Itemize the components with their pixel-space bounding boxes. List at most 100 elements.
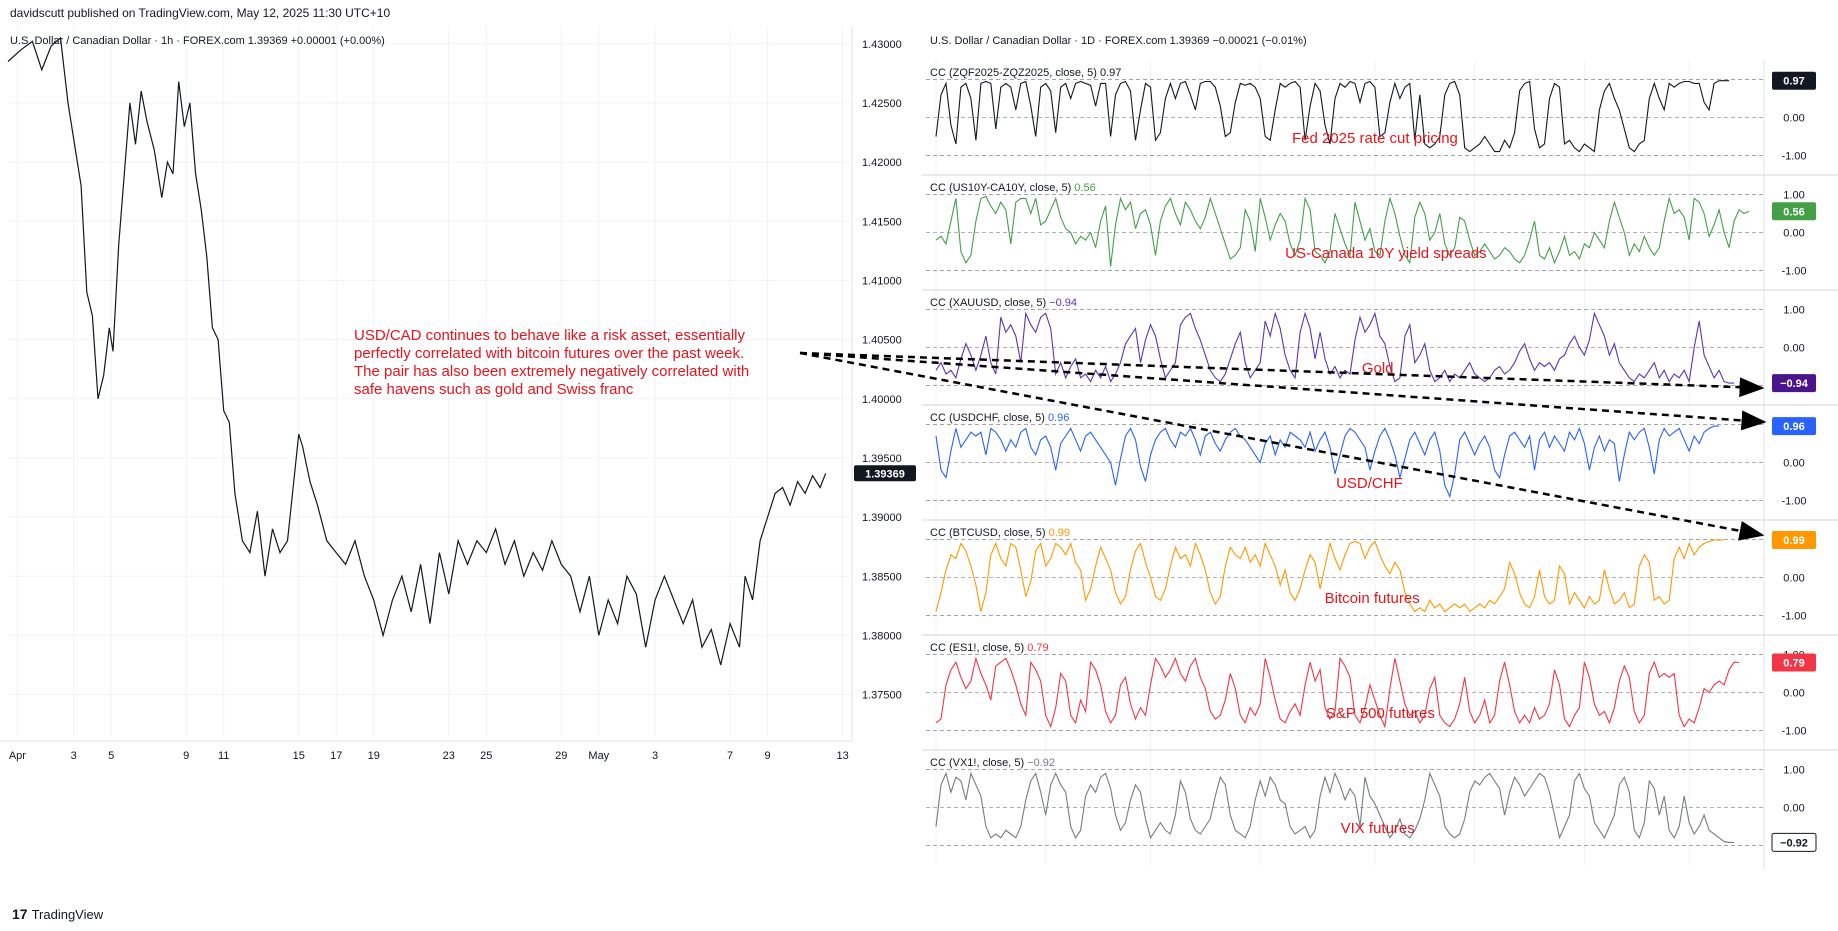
x-tick-label: 15 <box>293 750 305 762</box>
last-value-label: −0.94 <box>1780 378 1809 390</box>
last-value-label: −0.92 <box>1780 837 1808 849</box>
x-tick-label: 5 <box>108 750 114 762</box>
pane-y-tick: 0.00 <box>1783 573 1804 585</box>
pane-legend: CC (VX1!, close, 5) −0.92 <box>930 757 1055 769</box>
pane-y-tick: 0.00 <box>1783 803 1804 815</box>
y-tick-label: 1.38500 <box>862 571 902 583</box>
pane-legend: CC (US10Y-CA10Y, close, 5) 0.56 <box>930 182 1096 194</box>
last-value-badge <box>1772 202 1816 221</box>
last-value-label: 0.97 <box>1783 76 1804 88</box>
pane-legend: CC (USDCHF, close, 5) 0.96 <box>930 412 1069 424</box>
correlation-pane: 0.00 -1.00 CC (ZQF2025-ZQZ2025, close, 5) … <box>926 67 1816 162</box>
usdcad-daily-correlation-chart[interactable]: U.S. Dollar / Canadian Dollar · 1D · FOR… <box>922 26 1838 887</box>
tradingview-logo[interactable]: 17 TradingView <box>12 906 103 922</box>
usdcad-hourly-svg: 1.43000 1.42500 1.42000 1.41500 1.41000 1.405… <box>0 26 916 762</box>
pane-y-tick: 0.00 <box>1783 113 1804 125</box>
x-tick-label: 9 <box>183 750 189 762</box>
x-tick-label: 11 <box>218 750 229 762</box>
last-value-badge <box>1772 71 1816 90</box>
pane-annotation-label: Fed 2025 rate cut pricing <box>1292 130 1458 147</box>
last-value-label: 0.96 <box>1783 421 1804 433</box>
pane-legend-name: CC (VX1!, close, 5) <box>930 757 1027 769</box>
pane-y-tick: 0.00 <box>1783 688 1804 700</box>
pane-legend-name: CC (USDCHF, close, 5) <box>930 412 1048 424</box>
pane-legend-value: 0.97 <box>1100 67 1121 79</box>
pane-annotation-label: Bitcoin futures <box>1325 590 1420 607</box>
last-value-badge <box>1771 832 1817 852</box>
pane-legend-value: 0.56 <box>1074 182 1095 194</box>
pane-y-tick: -1.00 <box>1781 265 1806 277</box>
correlation-line <box>935 195 1750 267</box>
last-value-badge <box>1772 374 1816 393</box>
chart-title: U.S. Dollar / Canadian Dollar · 1D · FOR… <box>930 35 1307 47</box>
pane-y-tick: -1.00 <box>1781 495 1806 507</box>
last-value-label: 0.79 <box>1783 658 1804 670</box>
pane-annotation-label: S&P 500 futures <box>1326 705 1435 722</box>
pane-y-tick: 0.00 <box>1783 343 1804 355</box>
y-tick-label: 1.43000 <box>862 39 902 51</box>
chart-title: U.S. Dollar / Canadian Dollar · 1h · FOR… <box>10 35 385 47</box>
pane-annotation-label: US-Canada 10Y yield spreads <box>1285 245 1487 262</box>
correlation-pane: 0.00 -1.00 CC (USDCHF, close, 5) 0.96 USD/C… <box>922 404 1838 507</box>
pane-legend: CC (BTCUSD, close, 5) 0.99 <box>930 527 1070 539</box>
pane-legend-name: CC (US10Y-CA10Y, close, 5) <box>930 182 1074 194</box>
last-value-label: 0.56 <box>1783 206 1804 218</box>
x-tick-label: 19 <box>368 750 380 762</box>
y-tick-label: 1.41000 <box>862 275 902 287</box>
y-tick-label: 1.37500 <box>862 690 902 702</box>
tradingview-logo-text: TradingView <box>31 906 104 922</box>
last-value-badge <box>1772 530 1816 549</box>
last-price-label: 1.39369 <box>865 468 905 480</box>
usdcad-price-line <box>7 36 827 666</box>
x-tick-label: 7 <box>727 750 733 762</box>
correlation-pane: 1.00 0.00 CC (XAUUSD, close, 5) −0.94 Gold −… <box>922 289 1838 393</box>
pane-y-tick: -1.00 <box>1781 150 1806 162</box>
x-tick-label: 25 <box>480 750 492 762</box>
pane-y-tick: 1.00 <box>1783 190 1804 202</box>
pane-legend-name: CC (XAUUSD, close, 5) <box>930 297 1049 309</box>
x-tick-label: 9 <box>765 750 771 762</box>
pane-y-tick: -1.00 <box>1781 725 1806 737</box>
x-tick-label: 3 <box>71 750 77 762</box>
x-tick-label: 3 <box>652 750 658 762</box>
pane-y-tick: 1.00 <box>1783 765 1804 777</box>
usdcad-hourly-chart[interactable]: 1.43000 1.42500 1.42000 1.41500 1.41000 1.405… <box>0 26 920 871</box>
correlation-pane: 0.00 -1.00 CC (BTCUSD, close, 5) 0.99 Bitco… <box>922 519 1838 622</box>
pane-annotation-label: VIX futures <box>1341 820 1415 837</box>
pane-y-tick: -1.00 <box>1781 610 1806 622</box>
x-tick-label: 13 <box>836 750 848 762</box>
x-tick-label: 23 <box>443 750 455 762</box>
correlation-pane: 1.00 0.00 -1.00 CC (US10Y-CA10Y, close, 5) … <box>922 174 1838 277</box>
publisher-info: davidscutt published on TradingView.com,… <box>10 6 391 20</box>
pane-annotation-label: Gold <box>1362 360 1394 377</box>
x-tick-label: 17 <box>330 750 342 762</box>
correlation-line <box>935 656 1740 729</box>
y-tick-label: 1.40500 <box>862 335 902 347</box>
pane-legend-value: 0.96 <box>1048 412 1069 424</box>
y-tick-label: 1.39000 <box>862 512 902 524</box>
last-value-label: 0.99 <box>1783 535 1804 547</box>
pane-legend-name: CC (ES1!, close, 5) <box>930 642 1027 654</box>
y-tick-label: 1.41500 <box>862 216 902 228</box>
last-value-badge <box>1772 417 1816 436</box>
correlation-panes-svg: U.S. Dollar / Canadian Dollar · 1D · FOR… <box>922 35 1838 887</box>
pane-legend-value: 0.99 <box>1049 527 1070 539</box>
y-tick-label: 1.39500 <box>862 453 902 465</box>
pane-legend-name: CC (BTCUSD, close, 5) <box>930 527 1049 539</box>
correlation-line <box>935 539 1725 613</box>
last-value-badge <box>1772 653 1816 672</box>
x-tick-label: Apr <box>9 750 26 762</box>
correlation-line <box>935 771 1735 843</box>
y-tick-label: 1.42500 <box>862 98 902 110</box>
pane-legend: CC (XAUUSD, close, 5) −0.94 <box>930 297 1077 309</box>
x-tick-label: May <box>588 750 609 762</box>
pane-y-tick: 1.00 <box>1783 305 1804 317</box>
y-tick-label: 1.40000 <box>862 394 902 406</box>
x-tick-label: 29 <box>555 750 567 762</box>
pane-legend-value: −0.94 <box>1049 297 1077 309</box>
pane-legend: CC (ES1!, close, 5) 0.79 <box>930 642 1049 654</box>
y-tick-label: 1.38000 <box>862 630 902 642</box>
correlation-line <box>935 311 1735 384</box>
correlation-line <box>935 425 1720 499</box>
